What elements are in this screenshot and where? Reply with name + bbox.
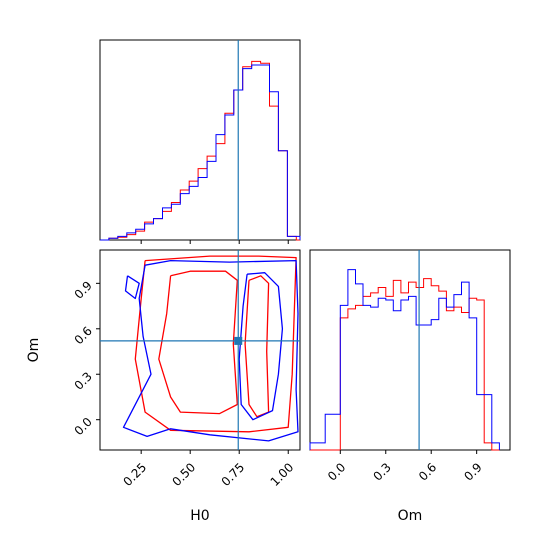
contour-ytick-label: 0.9	[72, 278, 95, 301]
contour-ylabel: Om	[26, 338, 42, 363]
om-histogram-xlabel: Om	[398, 508, 423, 524]
contour-xlabel: H0	[190, 508, 209, 524]
om-hist-xtick-label: 0.9	[461, 460, 484, 483]
contour-xtick-label: 1.00	[268, 460, 297, 489]
om-histogram-blue	[309, 269, 500, 450]
h0-om-contour-panel: 0.25 0.50 0.75 1.00 0.0 0.3 0.6 0.9 H0 Om	[26, 249, 301, 524]
h0-histogram-frame	[99, 39, 301, 241]
contour-xtick-label: 0.75	[219, 460, 248, 489]
contour-ytick-label: 0.0	[72, 415, 95, 438]
contour-xtick-label: 0.25	[121, 460, 150, 489]
contour-ytick-label: 0.3	[72, 369, 95, 392]
contour-red-1	[158, 270, 238, 415]
h0-histogram-blue	[100, 64, 301, 241]
om-histogram-frame	[309, 249, 511, 451]
om-hist-xtick-label: 0.0	[325, 460, 348, 483]
contour-red-0	[134, 255, 297, 433]
om-histogram-panel: 0.0 0.3 0.6 0.9 Om	[309, 249, 511, 524]
contour-blue-0	[122, 259, 299, 442]
contour-blue-2	[124, 275, 140, 300]
om-histogram-red	[310, 278, 500, 451]
om-hist-xtick-label: 0.6	[416, 460, 439, 483]
h0-histogram-panel	[99, 39, 301, 244]
truth-marker	[234, 336, 243, 345]
contour-red-2	[244, 275, 270, 418]
contour-xtick-label: 0.50	[170, 460, 199, 489]
h0-om-frame	[99, 249, 301, 451]
contour-ytick-label: 0.6	[72, 324, 95, 347]
om-hist-xtick-label: 0.3	[370, 460, 393, 483]
